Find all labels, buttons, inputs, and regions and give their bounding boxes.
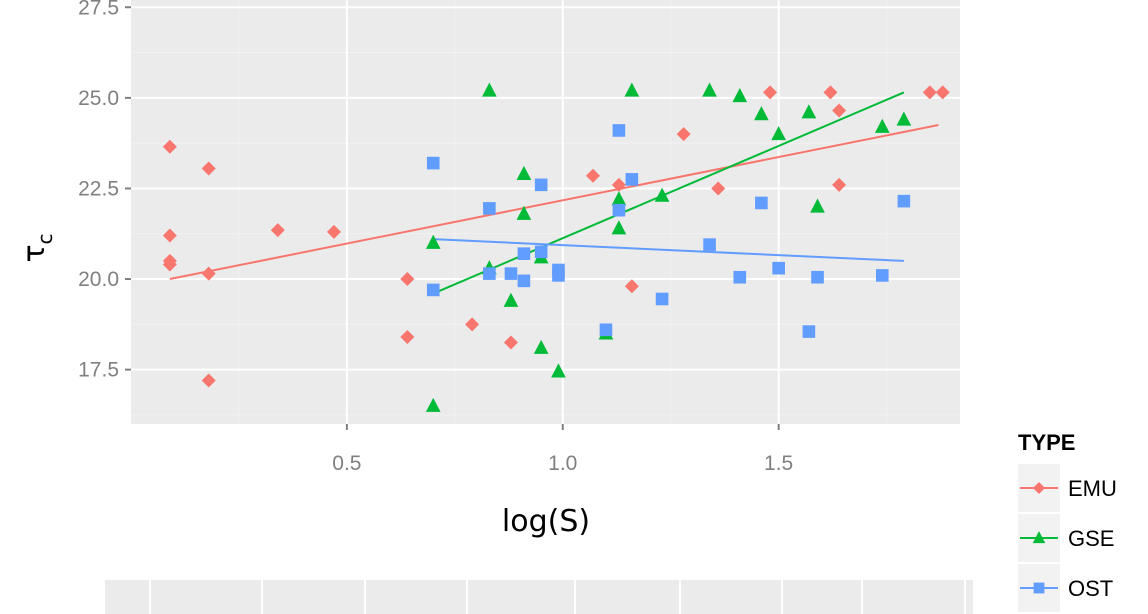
point-ost xyxy=(755,196,768,210)
point-gse xyxy=(702,82,717,97)
point-emu xyxy=(326,224,341,239)
legend-key-marker-ost xyxy=(1033,582,1045,594)
y-tick-label: 27.5 xyxy=(78,0,119,19)
point-emu xyxy=(624,279,639,294)
point-emu xyxy=(270,223,285,238)
point-emu xyxy=(162,257,177,272)
point-emu xyxy=(503,335,518,350)
point-ost xyxy=(655,292,669,306)
point-emu xyxy=(465,317,480,332)
point-ost xyxy=(426,283,440,297)
legend-title: TYPE xyxy=(1018,430,1075,455)
point-emu xyxy=(832,103,847,118)
point-emu xyxy=(400,272,415,287)
trend-lines xyxy=(169,91,939,295)
point-gse xyxy=(896,111,912,126)
point-emu xyxy=(201,373,216,388)
point-ost xyxy=(517,274,531,288)
y-axis-title: τc xyxy=(17,233,57,262)
point-gse xyxy=(611,220,627,235)
point-ost xyxy=(733,270,747,284)
y-axis-title-symbol: τ xyxy=(17,244,52,262)
point-ost xyxy=(483,267,496,280)
point-gse xyxy=(533,339,549,354)
point-ost xyxy=(517,247,531,260)
y-tick-label: 22.5 xyxy=(78,177,119,200)
point-emu xyxy=(935,85,950,100)
point-ost xyxy=(875,269,889,282)
y-tick-label: 25.0 xyxy=(78,87,119,110)
point-gse xyxy=(654,187,670,202)
point-ost xyxy=(483,202,496,215)
point-ost xyxy=(802,325,816,338)
point-gse xyxy=(482,82,497,97)
point-gse xyxy=(754,106,769,121)
point-gse xyxy=(801,104,817,119)
point-ost xyxy=(534,245,548,259)
point-gse xyxy=(503,292,519,307)
point-gse xyxy=(516,165,532,180)
point-gse xyxy=(425,397,441,412)
x-tick-label: 0.5 xyxy=(332,452,361,475)
point-gse xyxy=(624,82,640,97)
point-gse xyxy=(611,191,627,206)
point-gse xyxy=(874,118,890,133)
point-emu xyxy=(400,330,415,345)
data-points xyxy=(162,82,950,412)
point-gse xyxy=(732,87,748,103)
panel-background xyxy=(131,0,960,424)
point-gse xyxy=(516,205,532,220)
point-emu xyxy=(201,161,216,176)
legend-key-marker-emu xyxy=(1033,482,1045,494)
legend-key-marker-gse xyxy=(1032,531,1046,544)
legend-label-ost: OST xyxy=(1068,576,1113,601)
x-tick-label: 1.0 xyxy=(548,452,577,475)
point-ost xyxy=(504,267,518,280)
x-axis-title: log(S) xyxy=(502,504,590,539)
point-emu xyxy=(162,228,177,243)
second-plot-panel-strip xyxy=(105,580,973,614)
point-gse xyxy=(771,126,787,141)
y-axis-title-subscript: c xyxy=(33,233,57,244)
legend: TYPE EMU GSE OST xyxy=(1018,430,1117,612)
legend-label-gse: GSE xyxy=(1068,526,1114,551)
point-gse xyxy=(551,363,566,378)
point-emu xyxy=(832,177,847,192)
point-ost xyxy=(772,261,785,275)
point-emu xyxy=(676,127,691,142)
point-ost xyxy=(552,269,565,282)
point-ost xyxy=(599,323,613,337)
point-ost xyxy=(625,173,639,186)
second-panel-background xyxy=(105,580,973,614)
point-ost xyxy=(612,124,626,137)
point-emu xyxy=(201,266,216,281)
y-tick-label: 17.5 xyxy=(78,359,119,382)
x-tick-label: 1.5 xyxy=(764,452,793,475)
point-ost xyxy=(426,156,440,170)
point-emu xyxy=(162,139,177,154)
point-emu xyxy=(763,85,778,100)
point-ost xyxy=(811,270,824,284)
point-ost xyxy=(534,178,548,192)
point-emu xyxy=(711,181,726,196)
plot-panel xyxy=(131,0,960,424)
point-gse xyxy=(425,234,441,249)
trend-line-ost xyxy=(433,238,904,262)
trend-line-emu xyxy=(169,124,939,281)
point-ost xyxy=(703,238,716,251)
point-ost xyxy=(612,203,626,217)
point-emu xyxy=(611,177,626,192)
point-gse xyxy=(810,198,825,213)
legend-label-emu: EMU xyxy=(1068,476,1117,501)
axes: 17.5 20.0 22.5 25.0 27.5 0.5 1.0 1.5 xyxy=(78,0,793,475)
trend-line-gse xyxy=(432,91,905,295)
point-ost xyxy=(897,194,911,208)
y-tick-label: 20.0 xyxy=(78,268,119,291)
point-emu xyxy=(922,85,937,100)
point-emu xyxy=(585,168,600,183)
point-emu xyxy=(823,85,838,100)
